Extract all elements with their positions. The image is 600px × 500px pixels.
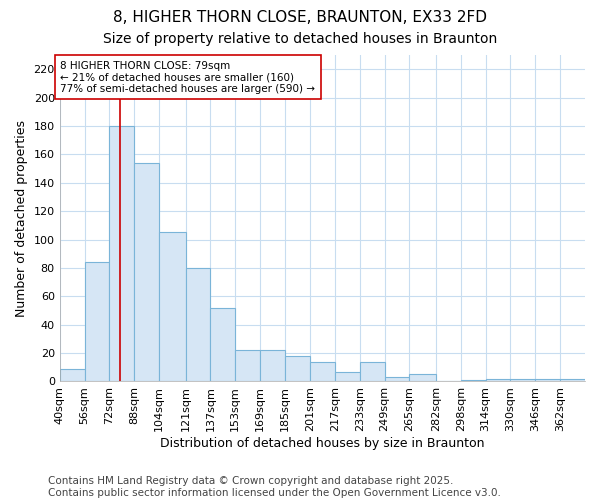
Bar: [359, 362, 385, 382]
Bar: [511, 378, 535, 382]
Bar: [485, 378, 511, 382]
Bar: [260, 350, 285, 382]
Bar: [211, 308, 235, 382]
Bar: [535, 378, 560, 382]
Bar: [109, 126, 134, 382]
Bar: [461, 380, 485, 382]
Bar: [335, 372, 359, 382]
Bar: [385, 377, 409, 382]
Bar: [185, 268, 211, 382]
Text: Size of property relative to detached houses in Braunton: Size of property relative to detached ho…: [103, 32, 497, 46]
Bar: [159, 232, 185, 382]
Bar: [310, 362, 335, 382]
Bar: [59, 368, 85, 382]
Bar: [560, 378, 585, 382]
Text: 8, HIGHER THORN CLOSE, BRAUNTON, EX33 2FD: 8, HIGHER THORN CLOSE, BRAUNTON, EX33 2F…: [113, 10, 487, 25]
Bar: [85, 262, 109, 382]
Bar: [285, 356, 310, 382]
Text: Contains HM Land Registry data © Crown copyright and database right 2025.
Contai: Contains HM Land Registry data © Crown c…: [48, 476, 501, 498]
Bar: [134, 163, 159, 382]
Bar: [235, 350, 260, 382]
Text: 8 HIGHER THORN CLOSE: 79sqm
← 21% of detached houses are smaller (160)
77% of se: 8 HIGHER THORN CLOSE: 79sqm ← 21% of det…: [61, 60, 316, 94]
Y-axis label: Number of detached properties: Number of detached properties: [15, 120, 28, 316]
Bar: [409, 374, 436, 382]
X-axis label: Distribution of detached houses by size in Braunton: Distribution of detached houses by size …: [160, 437, 485, 450]
